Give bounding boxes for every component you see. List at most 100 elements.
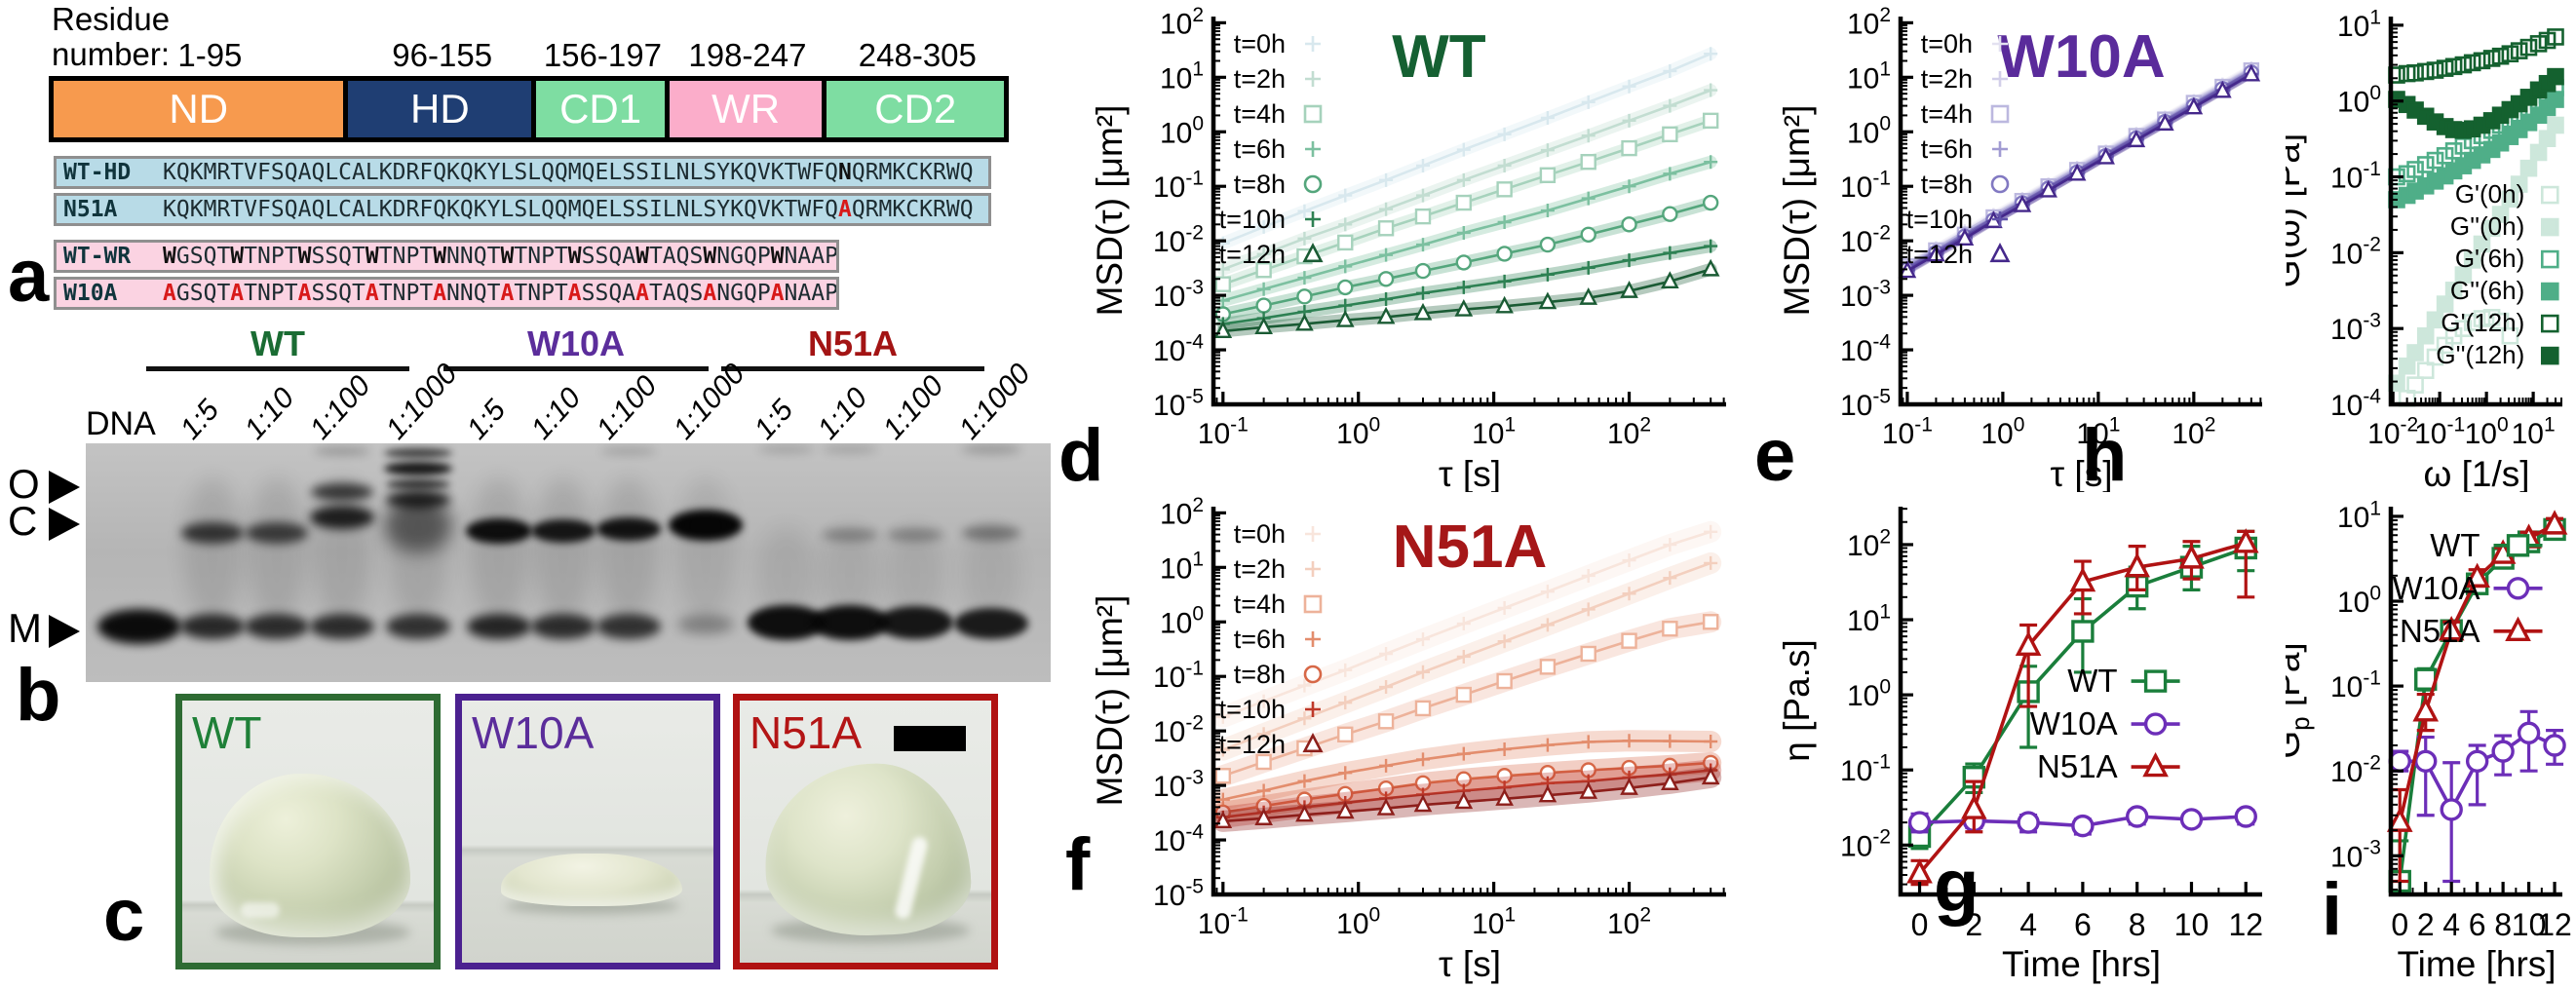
chart-msd-w10a: 10-1 100 101 102 10-5 10-4 10-3 10-2 10-1 100 101 1…: [1754, 5, 2276, 492]
sequence-char: Q: [675, 244, 690, 269]
gel-band: [386, 479, 450, 489]
svg-text:t=4h: t=4h: [1234, 589, 1286, 619]
sequence-char: Q: [608, 244, 623, 269]
svg-text:100: 100: [2337, 82, 2381, 119]
sequence-char: N: [257, 244, 271, 269]
sequence-char: R: [216, 160, 231, 185]
sequence-char: T: [419, 281, 434, 306]
svg-text:100: 100: [1336, 413, 1380, 450]
gel-lane-label-W10A-1:5: 1:5: [460, 394, 513, 446]
gel-band: [677, 615, 734, 634]
sequence-char: N: [716, 281, 731, 306]
sequence-char: W: [945, 160, 960, 185]
sequence-char: T: [648, 281, 663, 306]
svg-text:10-1: 10-1: [1198, 413, 1249, 450]
sequence-char: A: [433, 281, 447, 306]
gel-image: [86, 443, 1051, 682]
svg-text:0: 0: [1911, 907, 1929, 942]
sequence-char: N: [459, 244, 474, 269]
svg-text:10-2: 10-2: [1153, 712, 1204, 749]
sequence-char: Q: [433, 197, 447, 222]
gel-lane-label-WT-1:100: 1:100: [303, 369, 377, 446]
gel-group-header-WT: WT: [250, 323, 305, 363]
svg-text:4: 4: [2442, 907, 2460, 942]
chart-viscosity-time: 0 2 4 6 8 10 12 10-2 10-1 100 101 102 Time [hrs] η [P…: [1754, 495, 2276, 988]
sequence-char: T: [244, 244, 258, 269]
sequence-row-WT-HD: WT-HD KQKMRTVFSQAQLCALKDRFQKQKYLSLQQMQELS…: [54, 156, 991, 189]
sequence-char: Q: [743, 160, 757, 185]
gel-marker-label-C: C: [8, 498, 38, 544]
sequence-char: S: [581, 244, 596, 269]
svg-text:10-2: 10-2: [1840, 826, 1891, 863]
sequence-char: K: [892, 197, 906, 222]
gel-lane-label-dna: DNA: [86, 405, 156, 442]
sequence-char: A: [662, 281, 676, 306]
sequence-char: L: [325, 160, 339, 185]
sequence-char: F: [811, 160, 826, 185]
sequence-char: K: [189, 160, 204, 185]
sequence-char: A: [297, 281, 312, 306]
svg-text:t=12h: t=12h: [1219, 730, 1286, 759]
gel-band: [954, 608, 1028, 639]
sequence-char: F: [257, 160, 271, 185]
sequence-char: T: [216, 281, 231, 306]
sequence-char: P: [756, 244, 771, 269]
gel-group-header-W10A: W10A: [526, 323, 626, 363]
svg-text:101: 101: [1160, 58, 1204, 95]
svg-text:t=6h: t=6h: [1921, 134, 1973, 164]
sequence-char: N: [527, 244, 542, 269]
sequence-char: G: [175, 281, 190, 306]
sequence-char: W: [635, 244, 649, 269]
gel-band: [245, 614, 309, 639]
svg-text:100: 100: [1336, 903, 1380, 940]
sequence-char: W: [945, 197, 960, 222]
svg-text:10-1: 10-1: [1198, 903, 1249, 940]
sequence-char: Q: [959, 160, 974, 185]
sequence-char: R: [405, 160, 420, 185]
sequence-char: A: [500, 281, 515, 306]
sequence-char: C: [338, 197, 353, 222]
gel-marker-label-M: M: [8, 605, 42, 651]
sequence-char: C: [338, 160, 353, 185]
gel-band: [757, 526, 816, 624]
svg-text:10: 10: [2174, 907, 2210, 942]
gel-lane-label-N51A-1:100: 1:100: [876, 369, 950, 446]
gel-band: [386, 614, 450, 639]
sequence-char: Q: [175, 160, 190, 185]
sequence-row-label: WT-HD: [63, 160, 132, 185]
gel-droplet-w10a: [501, 854, 682, 906]
sequence-char: A: [622, 281, 636, 306]
sequence-char: K: [163, 160, 176, 185]
residue-number-label: Residue number:: [52, 2, 170, 72]
svg-text:t=4h: t=4h: [1921, 99, 1973, 129]
svg-text:10-2: 10-2: [2330, 752, 2381, 789]
panel-letter-f: f: [1065, 823, 1091, 906]
gel-group-line-N51A: [721, 366, 984, 371]
gel-group-line-WT: [146, 366, 409, 371]
gel-band: [822, 445, 878, 453]
chart-msd-n51a: 10-1 100 101 102 10-5 10-4 10-3 10-2 10-1 100 101 1…: [1067, 495, 1740, 988]
sequence-char: P: [541, 281, 555, 306]
sequence-char: S: [703, 160, 717, 185]
sequence-char: T: [784, 197, 798, 222]
sequence-char: K: [919, 197, 933, 222]
sequence-char: Q: [581, 197, 596, 222]
sequence-char: C: [905, 160, 920, 185]
gel-band: [248, 477, 306, 624]
sequence-char: K: [892, 160, 906, 185]
svg-text:10-3: 10-3: [2330, 310, 2381, 347]
scale-bar: [894, 726, 966, 751]
svg-text:MSD(τ) [μm²]: MSD(τ) [μm²]: [1777, 105, 1817, 317]
gel-band: [314, 447, 370, 455]
sequence-char: Q: [473, 281, 487, 306]
sequence-char: W: [770, 244, 785, 269]
svg-text:WT: WT: [2430, 527, 2480, 563]
sequence-char: T: [284, 281, 298, 306]
sequence-char: L: [365, 197, 379, 222]
sequence-char: Q: [581, 160, 596, 185]
sequence-char: A: [797, 281, 812, 306]
svg-text:100: 100: [1160, 603, 1204, 640]
svg-text:t=8h: t=8h: [1234, 660, 1286, 689]
gel-band: [384, 448, 452, 458]
sequence-char: A: [622, 244, 636, 269]
